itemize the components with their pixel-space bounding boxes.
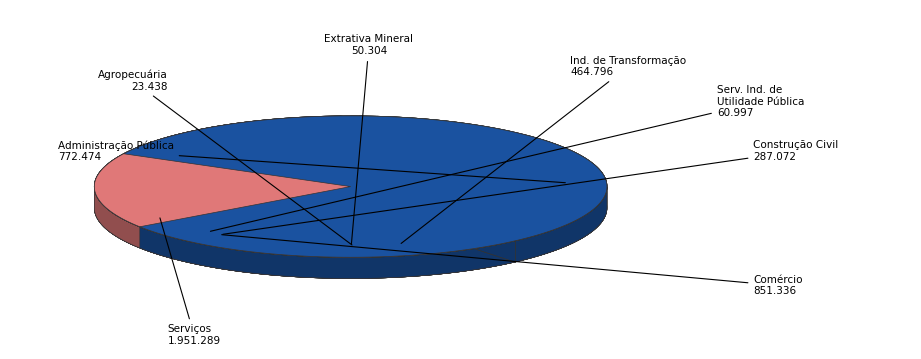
Text: Serviços
1.951.289: Serviços 1.951.289 [160, 218, 221, 346]
PathPatch shape [95, 187, 607, 279]
PathPatch shape [94, 116, 607, 257]
PathPatch shape [94, 116, 607, 257]
PathPatch shape [94, 187, 607, 279]
PathPatch shape [95, 188, 607, 279]
PathPatch shape [140, 187, 607, 279]
PathPatch shape [95, 188, 607, 279]
PathPatch shape [123, 116, 607, 257]
Text: Extrativa Mineral
50.304: Extrativa Mineral 50.304 [324, 34, 414, 244]
Text: Administração Pública
772.474: Administração Pública 772.474 [58, 140, 565, 183]
PathPatch shape [94, 187, 515, 279]
Ellipse shape [94, 137, 607, 279]
PathPatch shape [95, 187, 607, 279]
Text: Agropecuária
23.438: Agropecuária 23.438 [98, 70, 352, 245]
Text: Comércio
851.336: Comércio 851.336 [222, 235, 803, 296]
Text: Serv. Ind. de
Utilidade Pública
60.997: Serv. Ind. de Utilidade Pública 60.997 [210, 85, 804, 231]
Text: Ind. de Transformação
464.796: Ind. de Transformação 464.796 [402, 56, 686, 243]
PathPatch shape [94, 116, 607, 257]
PathPatch shape [94, 116, 607, 257]
PathPatch shape [94, 119, 515, 257]
PathPatch shape [94, 116, 607, 257]
PathPatch shape [94, 187, 607, 279]
PathPatch shape [94, 116, 607, 257]
Text: Construção Civil
287.072: Construção Civil 287.072 [223, 140, 839, 234]
